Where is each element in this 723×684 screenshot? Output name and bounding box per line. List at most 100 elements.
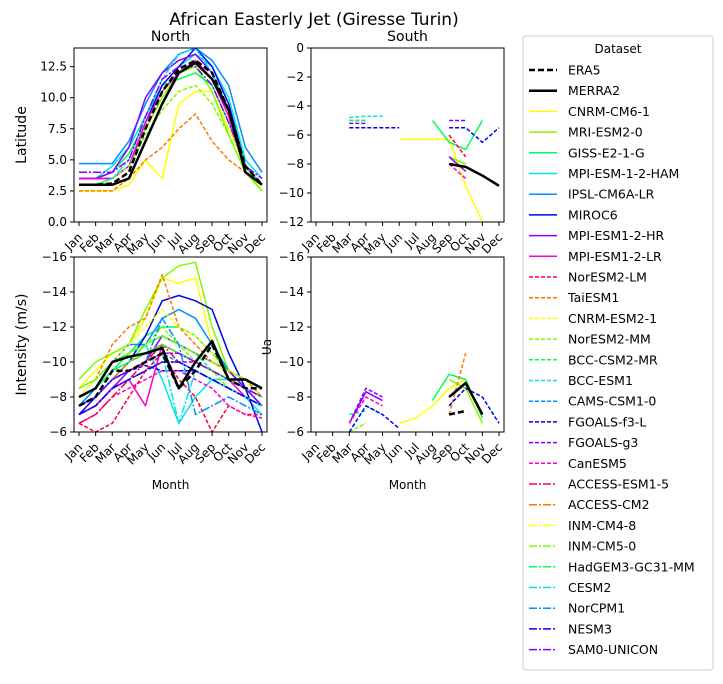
legend-label: BCC-ESM1 — [568, 373, 633, 388]
series-line-mpi-esm1-2-hr — [348, 391, 383, 424]
x-tick-label: Dec — [479, 230, 505, 256]
y-tick-label: −12 — [279, 215, 304, 229]
panel-north-intensity: −6−8−10−12−14−16JanFebMarAprMayJunJulAug… — [14, 250, 268, 492]
legend-label: MERRA2 — [568, 83, 620, 98]
y-tick-label: 10.0 — [40, 91, 67, 105]
legend-item: CanESM5 — [529, 456, 627, 471]
legend-item: NESM3 — [529, 621, 612, 636]
legend-label: MRI-ESM2-0 — [568, 125, 643, 140]
plot-frame — [73, 47, 268, 223]
series-line-canesm5 — [448, 163, 467, 180]
legend-label: MIROC6 — [568, 207, 618, 222]
legend-entries: ERA5 MERRA2 CNRM-CM6-1 MRI-ESM2-0 GISS-E2-1-… — [529, 63, 695, 657]
legend-label: ACCESS-CM2 — [568, 497, 650, 512]
y-tick-label: −16 — [279, 250, 304, 264]
series-group — [78, 261, 263, 432]
y-tick-label: −16 — [42, 250, 67, 264]
y-tick-label: −12 — [42, 320, 67, 334]
x-tick-label: Jun — [381, 440, 405, 464]
y-tick-label: 0.0 — [48, 215, 67, 229]
legend-item: BCC-ESM1 — [529, 373, 633, 388]
panel-title: North — [151, 29, 190, 45]
legend-label: GISS-E2-1-G — [568, 145, 645, 160]
legend-item: MPI-ESM1-2-LR — [529, 249, 662, 264]
panel-north-latitude: 0.02.55.07.510.012.5JanFebMarAprMayJunJu… — [14, 29, 268, 258]
series-line-bcc-esm1 — [349, 115, 383, 119]
series-line-fgoals-g3 — [349, 119, 466, 125]
legend-label: MPI-ESM-1-2-HAM — [568, 166, 679, 181]
legend-title: Dataset — [595, 42, 642, 56]
y-tick-label: −2 — [286, 70, 304, 84]
series-line-cnrm-cm6-1 — [398, 378, 467, 425]
legend-item: FGOALS-f3-L — [529, 414, 646, 429]
legend-item: TaiESM1 — [529, 290, 619, 305]
legend-label: IPSL-CM6A-LR — [568, 187, 655, 202]
y-tick-label: −10 — [42, 355, 67, 369]
y-tick-label: 12.5 — [40, 60, 67, 74]
series-line-fgoals-g3 — [348, 387, 383, 424]
legend-item: CNRM-CM6-1 — [529, 104, 650, 119]
x-axis-label: Month — [152, 478, 190, 492]
series-line-cams-csm1-0 — [365, 405, 383, 416]
legend-item: CAMS-CSM1-0 — [529, 394, 656, 409]
series-line-miroc6 — [78, 294, 263, 432]
series-line-ipsl-cm6a-lr — [79, 48, 263, 173]
y-tick-label: −10 — [279, 355, 304, 369]
legend-label: CAMS-CSM1-0 — [568, 394, 656, 409]
legend-item: IPSL-CM6A-LR — [529, 187, 655, 202]
legend-frame — [522, 35, 714, 671]
series-line-mpi-esm1-2-hr — [448, 156, 467, 172]
legend-item: NorCPM1 — [529, 601, 625, 616]
legend-label: ACCESS-ESM1-5 — [568, 477, 669, 492]
legend-label: HadGEM3-GC31-MM — [568, 559, 695, 574]
series-line-era5 — [78, 343, 262, 407]
legend-item: CNRM-ESM2-1 — [529, 311, 657, 326]
x-tick-label: Jun — [144, 230, 168, 254]
panel-title: South — [387, 29, 428, 45]
series-group — [348, 353, 500, 432]
y-tick-label: −14 — [42, 285, 67, 299]
y-axis-label: Latitude — [14, 106, 30, 164]
series-line-cesm2 — [78, 352, 263, 425]
series-line-fgoals-f3-l — [349, 127, 500, 144]
legend-label: INM-CM5-0 — [568, 539, 636, 554]
series-line-cnrm-cm6-1 — [399, 138, 484, 222]
x-tick-label: Dec — [242, 440, 268, 466]
y-tick-label: 7.5 — [48, 122, 67, 136]
y-tick-label: −6 — [49, 425, 67, 439]
series-line-taiesm1 — [79, 113, 263, 192]
legend-label: MPI-ESM1-2-LR — [568, 249, 662, 264]
legend-label: CESM2 — [568, 580, 611, 595]
legend-item: MIROC6 — [529, 207, 618, 222]
series-line-taiesm1 — [448, 353, 467, 415]
series-line-cesm2 — [79, 48, 263, 186]
legend-item: MERRA2 — [529, 83, 620, 98]
legend-item: MPI-ESM-1-2-HAM — [529, 166, 679, 181]
legend-label: CNRM-ESM2-1 — [568, 311, 657, 326]
y-tick-label: 2.5 — [48, 184, 67, 198]
legend-item: CESM2 — [529, 580, 611, 595]
legend-item: MPI-ESM1-2-HR — [529, 228, 664, 243]
y-tick-label: 0 — [296, 41, 304, 55]
legend-item: SAM0-UNICON — [529, 642, 658, 657]
y-tick-label: −8 — [49, 390, 67, 404]
series-line-fgoals-f3-l — [348, 387, 500, 432]
legend-label: INM-CM4-8 — [568, 518, 636, 533]
legend-item: INM-CM4-8 — [529, 518, 636, 533]
series-line-mri-esm2-0 — [448, 156, 466, 165]
x-tick-label: Jun — [381, 230, 405, 254]
x-tick-label: Dec — [479, 440, 505, 466]
series-line-nesm3 — [78, 361, 263, 416]
legend-label: NorESM2-LM — [568, 270, 647, 285]
panel-south-intensity: −6−8−10−12−14−16JanFebMarAprMayJunJulAug… — [260, 250, 505, 492]
legend-item: ACCESS-ESM1-5 — [529, 477, 669, 492]
legend-label: BCC-CSM2-MR — [568, 352, 658, 367]
series-line-era5 — [448, 409, 466, 416]
series-line-noresm2-lm — [448, 134, 467, 158]
x-tick-label: Jun — [144, 440, 168, 464]
y-tick-label: −8 — [286, 390, 304, 404]
y-axis-label: Intensity (m/s) — [14, 294, 30, 396]
legend-item: FGOALS-g3 — [529, 435, 638, 450]
legend-item: ERA5 — [529, 63, 601, 78]
